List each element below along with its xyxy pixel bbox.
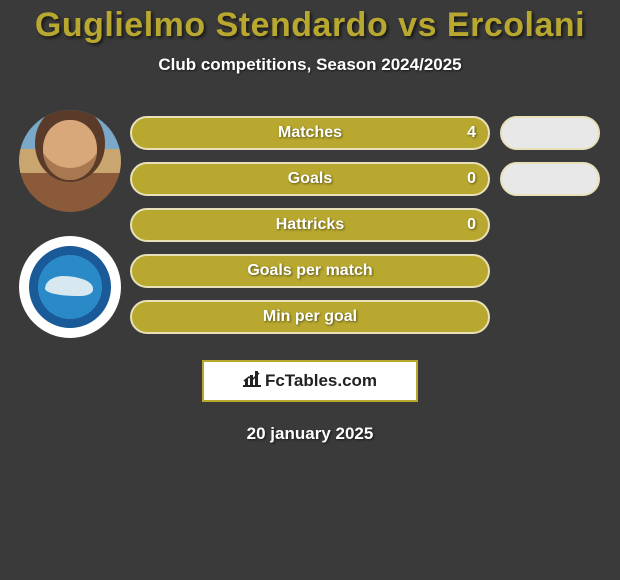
stat-bar: Matches 4 bbox=[130, 116, 490, 150]
comparison-card: Guglielmo Stendardo vs Ercolani Club com… bbox=[0, 0, 620, 444]
stat-bar: Goals per match bbox=[130, 254, 490, 288]
player-avatar bbox=[19, 110, 121, 212]
content-row: Matches 4 Goals 0 Hattricks 0 Goals per match M… bbox=[0, 110, 620, 338]
branding[interactable]: FcTables.com bbox=[202, 360, 418, 402]
stat-label: Matches bbox=[278, 124, 342, 142]
stat-value: 0 bbox=[467, 170, 476, 188]
comparison-pill bbox=[500, 116, 600, 150]
right-slot bbox=[500, 116, 600, 150]
stat-label: Min per goal bbox=[263, 308, 357, 326]
chart-icon bbox=[243, 371, 261, 392]
comparison-pill bbox=[500, 162, 600, 196]
stat-row: Hattricks 0 bbox=[130, 208, 490, 242]
stat-row: Min per goal bbox=[130, 300, 490, 334]
stat-row: Matches 4 bbox=[130, 116, 490, 150]
stat-bar: Min per goal bbox=[130, 300, 490, 334]
stat-label: Hattricks bbox=[276, 216, 344, 234]
stat-bar: Hattricks 0 bbox=[130, 208, 490, 242]
club-avatar bbox=[19, 236, 121, 338]
right-slot bbox=[500, 162, 600, 196]
right-column bbox=[490, 110, 610, 334]
avatars-column bbox=[10, 110, 130, 338]
stat-bar: Goals 0 bbox=[130, 162, 490, 196]
club-logo bbox=[29, 246, 111, 328]
stat-row: Goals 0 bbox=[130, 162, 490, 196]
stat-row: Goals per match bbox=[130, 254, 490, 288]
page-title: Guglielmo Stendardo vs Ercolani bbox=[0, 6, 620, 45]
date-label: 20 january 2025 bbox=[0, 424, 620, 444]
stats-column: Matches 4 Goals 0 Hattricks 0 Goals per match M… bbox=[130, 110, 490, 334]
brand-text: FcTables.com bbox=[265, 371, 377, 391]
stat-label: Goals bbox=[288, 170, 332, 188]
stat-label: Goals per match bbox=[247, 262, 372, 280]
stat-value: 0 bbox=[467, 216, 476, 234]
subtitle: Club competitions, Season 2024/2025 bbox=[0, 55, 620, 75]
stat-value: 4 bbox=[467, 124, 476, 142]
